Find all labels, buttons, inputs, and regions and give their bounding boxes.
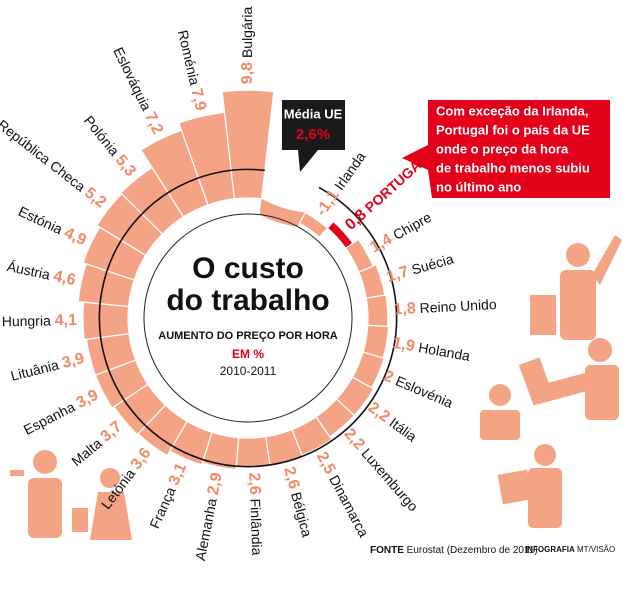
callout-line: onde o preço da hora [436, 141, 569, 156]
bar-label: Roménia 7,9 [174, 28, 210, 112]
category-label: Espanha [21, 398, 78, 437]
callout-line: Com exceção da Irlanda, [436, 103, 588, 118]
credit: INFOGRAFIA MT/VISÃO [525, 545, 615, 554]
period: 2010-2011 [220, 364, 277, 378]
bar-label: 1,4 Chipre [367, 209, 435, 257]
category-label: Áustria [6, 258, 52, 283]
value-label: 3,7 [98, 418, 126, 445]
bar-label: Estónia 4,9 [15, 203, 89, 250]
bar-label: França 3,1 [146, 460, 190, 531]
callout-line: no último ano [436, 179, 521, 194]
value-label: 3,6 [128, 445, 155, 473]
callout-line: de trabalho menos subiu [436, 160, 590, 175]
chart-title: O custo [192, 252, 304, 285]
bar [358, 264, 386, 299]
bar-label: Áustria 4,6 [5, 258, 77, 290]
value-label: 2,6 [280, 465, 302, 491]
category-label: Luxemburgo [359, 445, 422, 514]
bar-label: 1,8 Reino Unido [393, 296, 497, 319]
bar [82, 301, 130, 341]
average-box: Média UE 2,6% [282, 100, 345, 172]
value-label: 2,2 [340, 426, 368, 454]
unit: EM % [232, 347, 264, 361]
value-label: 4,9 [61, 225, 88, 250]
category-label: Reino Unido [419, 296, 497, 316]
inner-circle [143, 213, 353, 423]
category-label: Itália [387, 414, 421, 444]
category-label: Holanda [417, 339, 471, 364]
value-label: 4,1 [55, 312, 78, 329]
category-label: Alemanha [192, 497, 220, 562]
category-label: Polónia [81, 112, 123, 159]
bar [298, 211, 329, 239]
bar [365, 294, 389, 328]
bar [235, 435, 271, 468]
credit-text: MT/VISÃO [577, 545, 615, 554]
source-text: Eurostat (Dezembro de 2011) [407, 545, 538, 556]
category-label: Dinamarca [326, 472, 372, 539]
value-label: 0,8 [342, 206, 370, 234]
category-label: República Checa [0, 116, 89, 194]
bar-label: Malta 3,7 [68, 418, 126, 470]
value-label: 5,2 [81, 185, 109, 212]
bar-label: 2,5 Dinamarca [313, 449, 373, 540]
value-label: 4,6 [52, 268, 77, 289]
chart-subtitle: AUMENTO DO PREÇO POR HORA [158, 330, 338, 342]
bar-label: 9,8 Bulgária [239, 6, 257, 84]
bar-label: 2,6 Finlândia [245, 472, 265, 556]
value-label: 2,5 [313, 449, 339, 477]
category-label: Bulgária [239, 6, 255, 58]
bar-label: 2,6 Bélgica [280, 465, 316, 539]
bar-label: Hungria 4,1 [2, 312, 78, 331]
pictograms [10, 235, 622, 540]
value-label: 7,2 [141, 110, 166, 138]
category-label: Irlanda [331, 148, 369, 192]
bar-label: Alemanha 2,9 [192, 471, 226, 562]
category-label: França [146, 484, 178, 531]
bar-label: 2 Eslovénia [381, 367, 456, 412]
bar-label: 1,7 Suécia [385, 250, 456, 286]
value-label: 3,9 [60, 350, 86, 372]
value-label: 3,1 [166, 461, 191, 488]
callout-line: Portugal foi o país da UE [436, 122, 590, 137]
source-label: FONTE [370, 545, 404, 556]
value-label: 2,6 [245, 472, 263, 495]
category-label: Suécia [410, 250, 456, 277]
source: FONTE Eurostat (Dezembro de 2011) [370, 545, 538, 556]
bar-label: Espanha 3,9 [21, 386, 102, 439]
value-label: 9,8 [239, 62, 256, 84]
category-label: Finlândia [248, 498, 266, 556]
average-value-label: 2,6% [296, 126, 330, 143]
value-label: 3,9 [74, 387, 102, 412]
value-label: 2,9 [205, 471, 226, 496]
bar-label: 1,9 Holanda [391, 334, 471, 365]
chart-title: do trabalho [166, 284, 329, 317]
base-ring [259, 198, 306, 227]
category-label: Chipre [390, 209, 434, 243]
average-label: Média UE [284, 106, 343, 121]
value-label: 5,3 [112, 152, 139, 180]
value-label: 1,8 [393, 300, 416, 318]
average-circle [98, 168, 398, 468]
value-label: -1,1 [313, 187, 343, 219]
category-label: Hungria [2, 312, 52, 329]
category-label: Estónia [16, 203, 65, 237]
credit-label: INFOGRAFIA [525, 545, 575, 554]
bar [221, 89, 275, 200]
category-label: Eslováquia [111, 44, 155, 113]
category-label: Eslovénia [393, 372, 455, 411]
category-label: Lituânia [9, 356, 61, 383]
bar-label: Eslováquia 7,2 [109, 44, 166, 137]
value-label: 1,7 [385, 264, 411, 287]
bar-label: Polónia 5,3 [80, 112, 140, 180]
bar-label: 2,2 Itália [365, 399, 421, 446]
category-label: Bélgica [288, 490, 315, 539]
category-label: Roménia [175, 28, 203, 86]
category-label: Malta [68, 435, 105, 469]
bar-label: Lituânia 3,9 [9, 350, 86, 385]
value-label: 1,9 [391, 335, 416, 356]
callout-box [402, 100, 610, 198]
value-label: 7,9 [187, 87, 209, 113]
